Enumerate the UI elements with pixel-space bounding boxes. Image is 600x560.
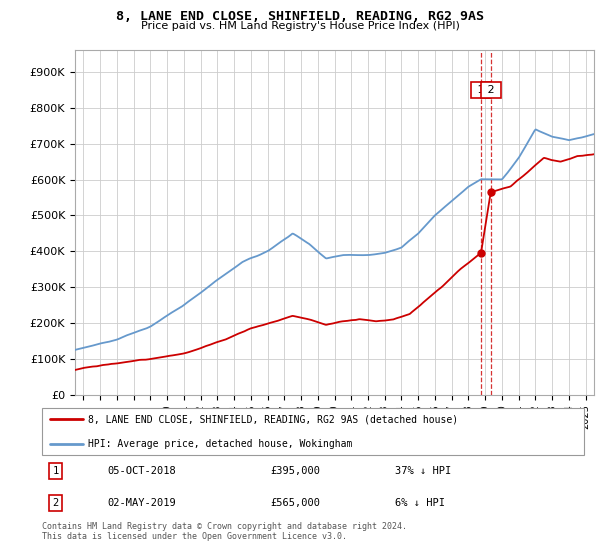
- FancyBboxPatch shape: [42, 408, 584, 455]
- Text: 1: 1: [52, 466, 59, 476]
- Text: 6% ↓ HPI: 6% ↓ HPI: [395, 498, 445, 508]
- Text: 2: 2: [52, 498, 59, 508]
- Text: 1: 1: [474, 85, 488, 95]
- Text: 05-OCT-2018: 05-OCT-2018: [107, 466, 176, 476]
- Text: £565,000: £565,000: [270, 498, 320, 508]
- Text: 8, LANE END CLOSE, SHINFIELD, READING, RG2 9AS (detached house): 8, LANE END CLOSE, SHINFIELD, READING, R…: [88, 414, 458, 424]
- Text: £395,000: £395,000: [270, 466, 320, 476]
- Text: 2: 2: [484, 85, 498, 95]
- Text: 02-MAY-2019: 02-MAY-2019: [107, 498, 176, 508]
- Text: Price paid vs. HM Land Registry's House Price Index (HPI): Price paid vs. HM Land Registry's House …: [140, 21, 460, 31]
- Text: HPI: Average price, detached house, Wokingham: HPI: Average price, detached house, Woki…: [88, 439, 353, 449]
- Text: 8, LANE END CLOSE, SHINFIELD, READING, RG2 9AS: 8, LANE END CLOSE, SHINFIELD, READING, R…: [116, 10, 484, 23]
- Text: Contains HM Land Registry data © Crown copyright and database right 2024.
This d: Contains HM Land Registry data © Crown c…: [42, 522, 407, 542]
- Text: 37% ↓ HPI: 37% ↓ HPI: [395, 466, 451, 476]
